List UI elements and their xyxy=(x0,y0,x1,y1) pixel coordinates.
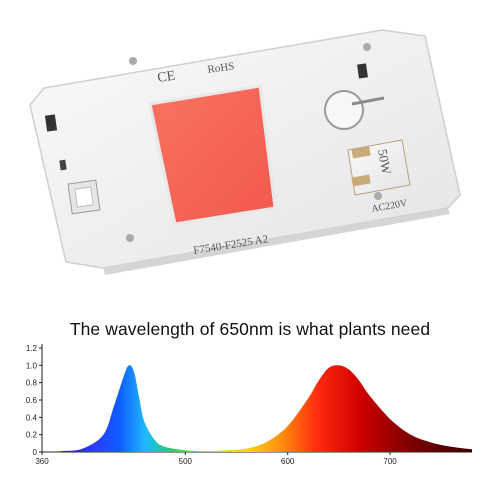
wattage-label: 50W xyxy=(375,148,394,176)
spectrum-headline: The wavelength of 650nm is what plants n… xyxy=(69,319,431,339)
smd-component xyxy=(357,63,368,79)
smd-component xyxy=(44,114,58,132)
spectrum-area xyxy=(42,365,472,452)
x-tick-label: 600 xyxy=(281,457,295,466)
y-tick-label: 0.4 xyxy=(26,413,38,422)
mounting-hole xyxy=(363,43,371,51)
y-tick-label: 0 xyxy=(33,448,38,457)
x-tick-label: 500 xyxy=(179,457,193,466)
ce-mark: CE xyxy=(156,69,176,86)
board-edge xyxy=(103,208,450,275)
mounting-hole xyxy=(374,192,382,200)
y-tick-label: 1.2 xyxy=(26,344,38,353)
y-tick-label: 1.0 xyxy=(26,361,38,370)
mounting-hole xyxy=(126,234,134,242)
spectrum-chart: 0 0.2 0.4 0.6 0.8 1.0 1.2 360 500 600 700 xyxy=(26,344,472,466)
x-tick-label: 700 xyxy=(383,457,397,466)
capacitor-lead xyxy=(351,96,385,106)
solder-pad-top xyxy=(351,146,371,159)
y-tick-label: 0.2 xyxy=(26,431,38,440)
led-chip xyxy=(148,84,277,226)
cob-led-board-photo: CE RoHS F7540-F2525 A2 50W AC220V xyxy=(29,29,461,275)
x-tick-label: 360 xyxy=(35,457,49,466)
smd-component xyxy=(59,159,67,171)
y-tick-label: 0.6 xyxy=(26,396,38,405)
driver-chip-pad xyxy=(74,186,94,208)
solder-pad-bottom xyxy=(351,174,371,187)
rohs-mark: RoHS xyxy=(207,60,235,76)
capacitor-circle xyxy=(324,90,364,130)
mounting-hole xyxy=(129,57,137,65)
y-tick-label: 0.8 xyxy=(26,379,38,388)
